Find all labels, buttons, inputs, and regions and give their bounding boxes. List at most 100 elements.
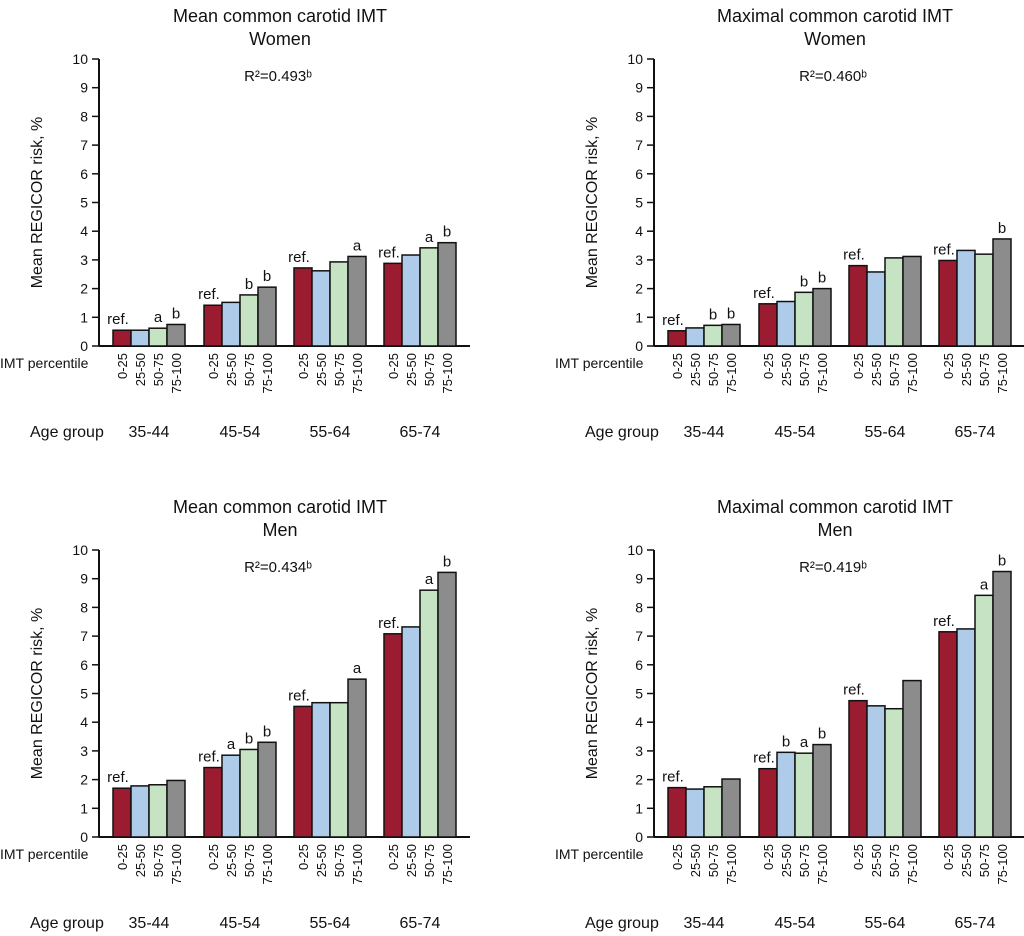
chart-panel-1: Mean common carotid IMT Women R²=0.493ᵇ Mea… bbox=[0, 6, 470, 441]
imt-percentile-tick-label: 75-100 bbox=[905, 353, 920, 393]
bar-significance-label: b bbox=[800, 273, 808, 290]
bar-55-64-25-50 bbox=[866, 705, 886, 838]
age-group-label: 45-54 bbox=[775, 915, 816, 932]
age-group-label: 55-64 bbox=[865, 915, 906, 932]
bar-significance-label: a bbox=[425, 571, 434, 588]
imt-percentile-tick-label: 25-50 bbox=[779, 844, 794, 877]
imt-percentile-tick-label: 75-100 bbox=[169, 844, 184, 884]
bar-65-74-75-100 bbox=[437, 241, 457, 347]
y-tick-label: 4 bbox=[80, 714, 88, 730]
y-tick-label: 4 bbox=[635, 714, 643, 730]
bar-55-64-50-75 bbox=[329, 701, 349, 838]
imt-percentile-tick-label: 75-100 bbox=[905, 844, 920, 884]
y-tick-label: 6 bbox=[635, 166, 643, 182]
age-group-label: 55-64 bbox=[310, 915, 351, 932]
r-squared-annotation: R²=0.493ᵇ bbox=[244, 68, 312, 85]
y-tick-label: 6 bbox=[80, 166, 88, 182]
bar-significance-label: ref. bbox=[662, 769, 684, 786]
bar-55-64-75-100 bbox=[902, 255, 922, 347]
y-tick-label: 3 bbox=[80, 252, 88, 268]
y-tick-label: 7 bbox=[635, 628, 643, 644]
imt-percentile-tick-label: 25-50 bbox=[959, 844, 974, 877]
bar-35-44-25-50 bbox=[685, 788, 705, 838]
bar-35-44-75-100 bbox=[721, 323, 741, 347]
y-tick-label: 2 bbox=[80, 772, 88, 788]
y-tick-label: 1 bbox=[80, 800, 88, 816]
bar-35-44-25-50 bbox=[685, 327, 705, 347]
imt-percentile-tick-label: 0-25 bbox=[115, 844, 130, 870]
bar-65-74-0-25 bbox=[383, 262, 403, 347]
bar-45-54-50-75 bbox=[239, 294, 259, 347]
bar-55-64-25-50 bbox=[311, 270, 331, 347]
r-squared-annotation: R²=0.419ᵇ bbox=[799, 559, 867, 576]
chart-title: Mean common carotid IMT bbox=[173, 497, 387, 517]
age-group-label: 65-74 bbox=[955, 915, 996, 932]
imt-percentile-tick-label: 50-75 bbox=[332, 844, 347, 877]
imt-percentile-tick-label: 50-75 bbox=[422, 844, 437, 877]
bar-55-64-50-75 bbox=[884, 257, 904, 347]
imt-percentile-tick-label: 25-50 bbox=[224, 353, 239, 386]
bar-45-54-0-25 bbox=[758, 767, 778, 838]
bar-35-44-0-25 bbox=[667, 786, 687, 838]
y-tick-label: 1 bbox=[635, 800, 643, 816]
imt-percentile-tick-label: 50-75 bbox=[887, 353, 902, 386]
bar-35-44-75-100 bbox=[721, 778, 741, 838]
age-group-label: 65-74 bbox=[400, 915, 441, 932]
bar-35-44-0-25 bbox=[112, 787, 132, 838]
imt-percentile-tick-label: 50-75 bbox=[706, 353, 721, 386]
imt-percentile-tick-label: 25-50 bbox=[314, 353, 329, 386]
bar-35-44-25-50 bbox=[130, 329, 150, 347]
bar-55-64-0-25 bbox=[293, 705, 313, 838]
bar-55-64-0-25 bbox=[848, 699, 868, 838]
bar-significance-label: ref. bbox=[288, 249, 310, 266]
y-tick-label: 10 bbox=[72, 542, 88, 558]
bar-45-54-25-50 bbox=[776, 751, 796, 838]
bar-65-74-50-75 bbox=[974, 253, 994, 347]
y-tick-label: 8 bbox=[80, 108, 88, 124]
bar-significance-label: ref. bbox=[198, 749, 220, 766]
y-tick-label: 7 bbox=[80, 628, 88, 644]
bar-significance-label: b bbox=[727, 305, 735, 322]
y-tick-label: 3 bbox=[80, 743, 88, 759]
bar-significance-label: ref. bbox=[107, 311, 129, 328]
imt-percentile-tick-label: 25-50 bbox=[404, 844, 419, 877]
bar-45-54-75-100 bbox=[812, 743, 832, 838]
bar-significance-label: ref. bbox=[378, 615, 400, 632]
y-axis-label: Mean REGICOR risk, % bbox=[29, 608, 46, 780]
bar-45-54-50-75 bbox=[794, 752, 814, 838]
imt-percentile-tick-label: 50-75 bbox=[797, 353, 812, 386]
bar-65-74-0-25 bbox=[938, 631, 958, 838]
y-tick-label: 3 bbox=[635, 743, 643, 759]
bar-45-54-50-75 bbox=[239, 748, 259, 838]
imt-percentile-tick-label: 25-50 bbox=[133, 844, 148, 877]
bar-significance-label: ref. bbox=[843, 247, 865, 264]
imt-percentile-tick-label: 50-75 bbox=[887, 844, 902, 877]
y-tick-label: 6 bbox=[80, 657, 88, 673]
bar-55-64-75-100 bbox=[347, 678, 367, 838]
bar-45-54-25-50 bbox=[221, 754, 241, 838]
y-tick-label: 1 bbox=[635, 309, 643, 325]
bar-65-74-75-100 bbox=[992, 570, 1012, 838]
imt-percentile-row-label: IMT percentile bbox=[0, 355, 89, 371]
y-tick-label: 5 bbox=[635, 686, 643, 702]
imt-percentile-tick-label: 0-25 bbox=[386, 844, 401, 870]
chart-subtitle: Men bbox=[262, 520, 297, 540]
imt-percentile-tick-label: 25-50 bbox=[959, 353, 974, 386]
age-group-row-label: Age group bbox=[30, 915, 104, 932]
imt-percentile-tick-label: 0-25 bbox=[206, 844, 221, 870]
y-axis-label: Mean REGICOR risk, % bbox=[584, 608, 601, 780]
bar-35-44-50-75 bbox=[703, 324, 723, 347]
imt-percentile-tick-label: 75-100 bbox=[724, 353, 739, 393]
bar-55-64-50-75 bbox=[329, 261, 349, 347]
imt-percentile-tick-label: 75-100 bbox=[815, 353, 830, 393]
y-tick-label: 4 bbox=[635, 223, 643, 239]
bar-significance-label: b bbox=[782, 733, 790, 750]
bar-significance-label: b bbox=[709, 306, 717, 323]
y-axis-label: Mean REGICOR risk, % bbox=[29, 117, 46, 289]
chart-title: Maximal common carotid IMT bbox=[717, 6, 953, 26]
age-group-label: 45-54 bbox=[775, 424, 816, 441]
imt-percentile-tick-label: 0-25 bbox=[670, 844, 685, 870]
y-tick-label: 7 bbox=[80, 137, 88, 153]
y-tick-label: 7 bbox=[635, 137, 643, 153]
imt-percentile-tick-label: 75-100 bbox=[440, 353, 455, 393]
